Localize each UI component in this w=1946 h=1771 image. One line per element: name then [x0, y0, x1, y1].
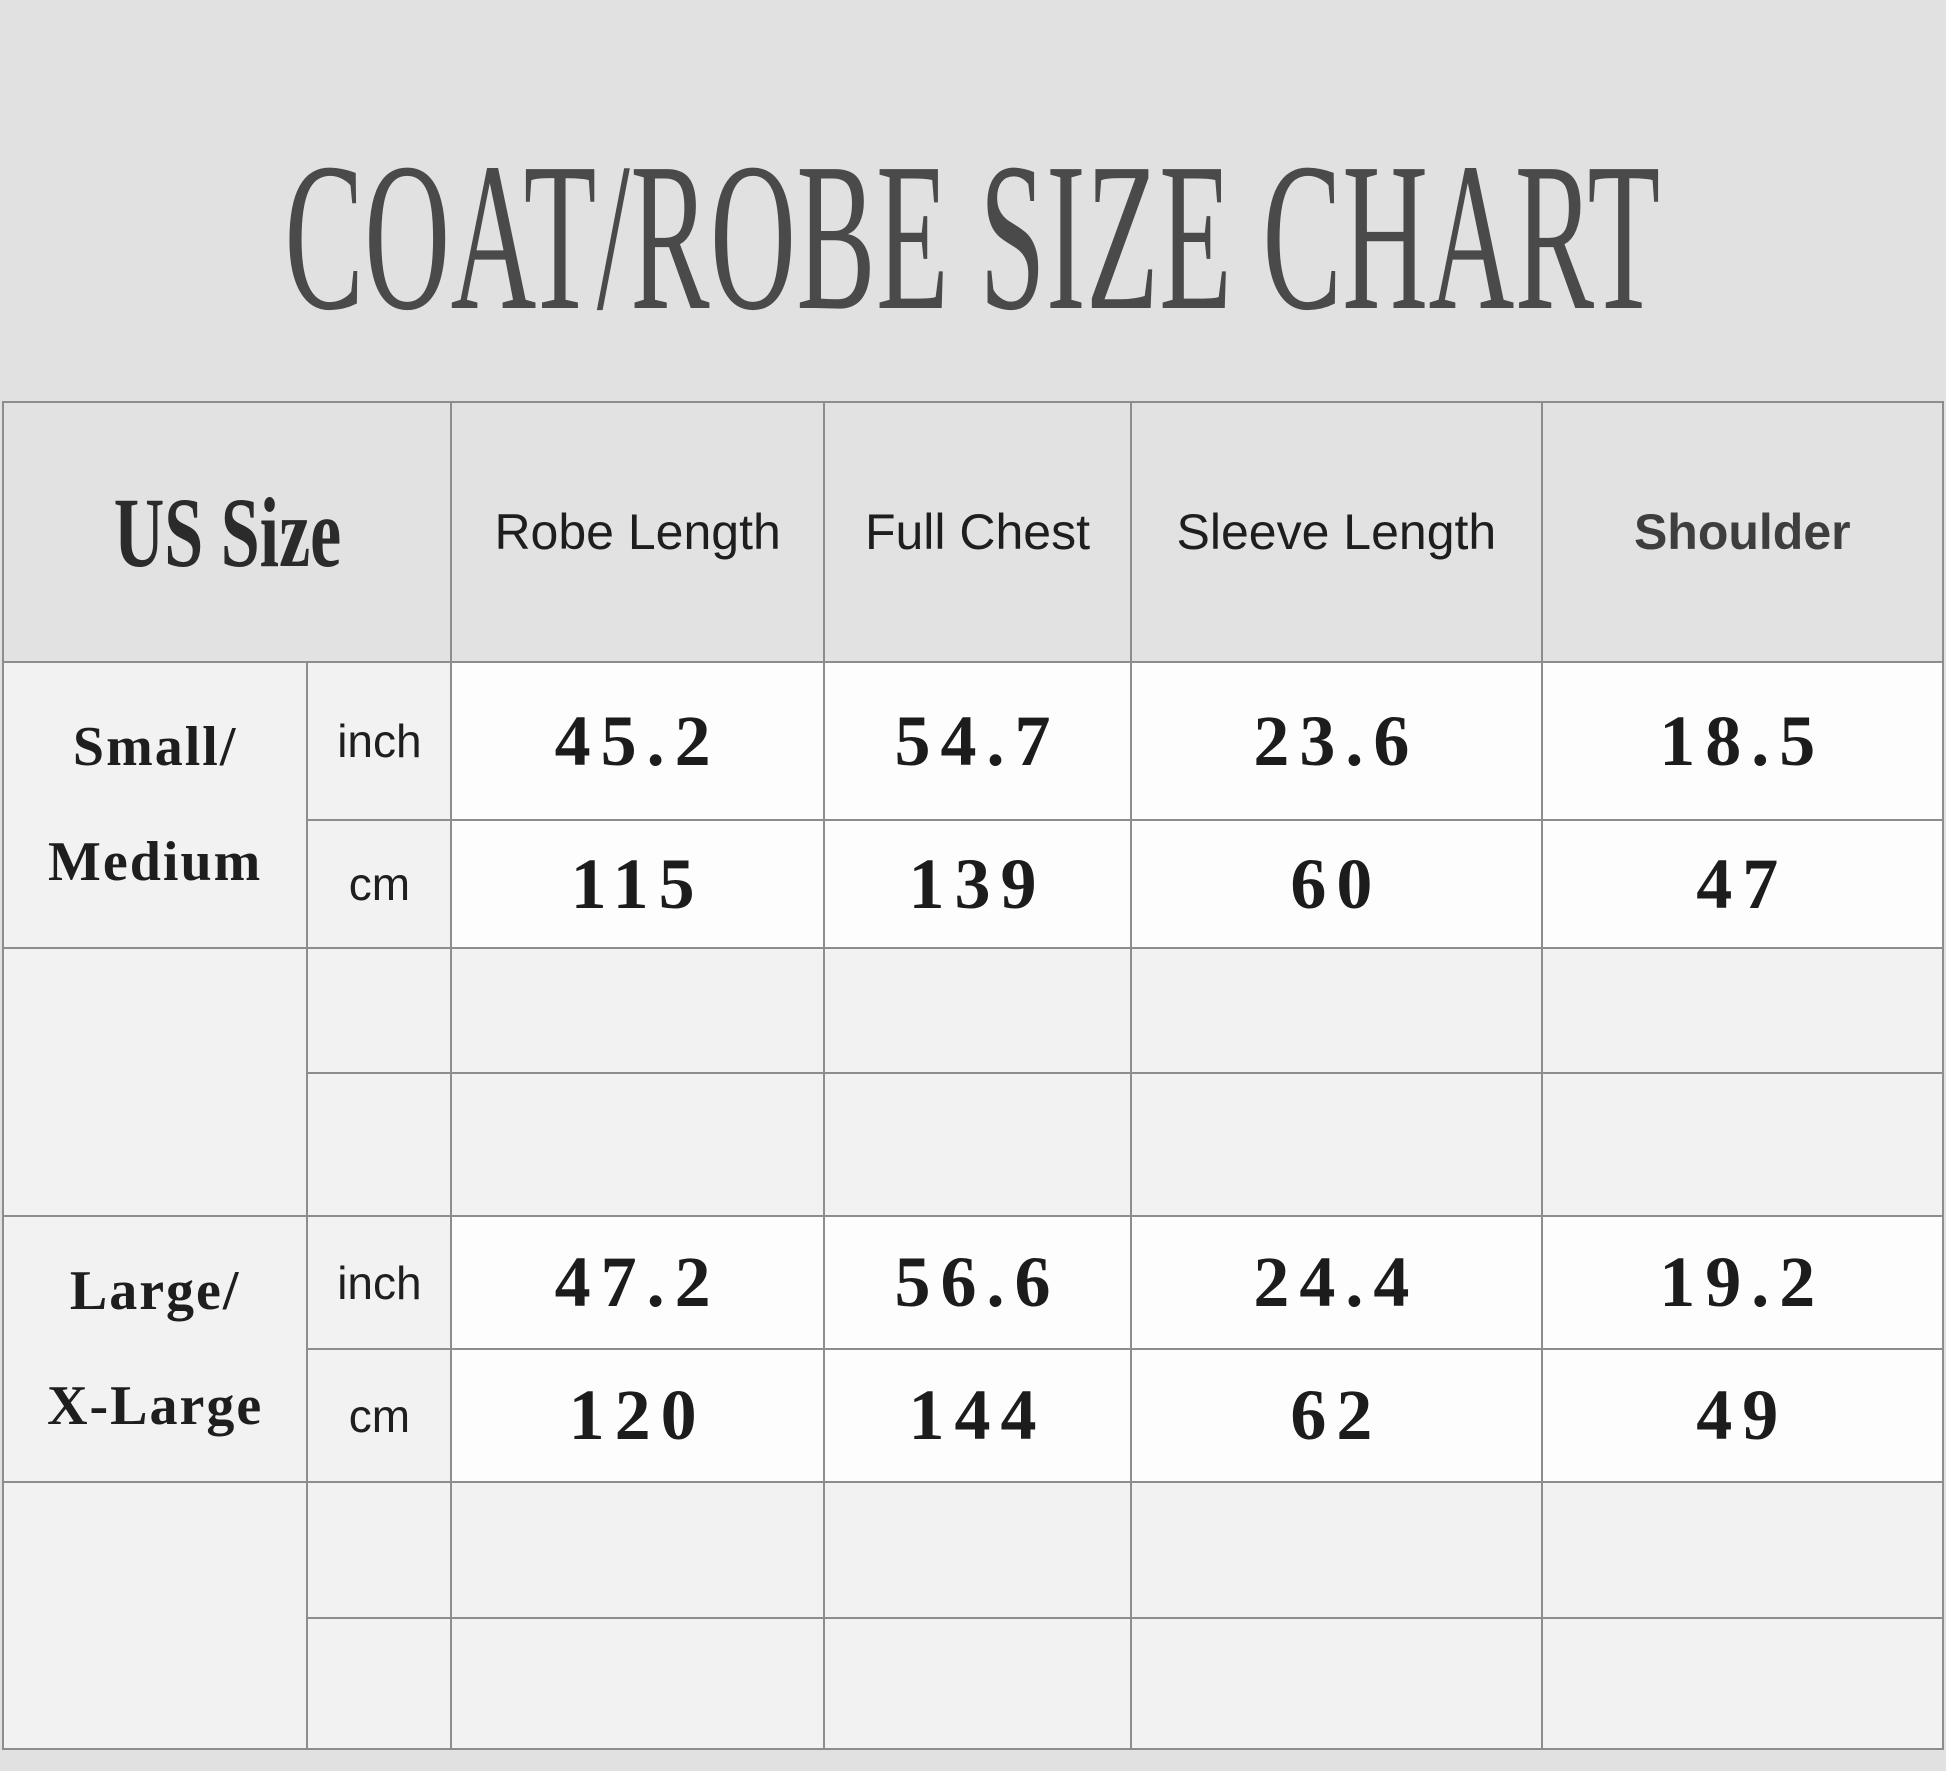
- header-row: US Size Robe Length Full Chest Sleeve Le…: [1, 401, 1945, 663]
- title-band: COAT/ROBE SIZE CHART: [0, 0, 1946, 401]
- value-cell: 47: [1540, 819, 1945, 949]
- value-cell: 24.4: [1130, 1215, 1543, 1350]
- empty-cell: [306, 1072, 453, 1217]
- value-cell: 115: [450, 819, 825, 949]
- unit-label-cell: cm: [306, 1348, 453, 1483]
- value-cell: 18.5: [1540, 661, 1945, 821]
- col-header-robe-length: Robe Length: [450, 401, 825, 663]
- size-label-small-medium: Small/ Medium: [1, 661, 309, 949]
- empty-cell: [822, 1617, 1133, 1750]
- empty-cell: [1540, 947, 1945, 1074]
- empty-row: [1, 947, 1945, 1217]
- size-chart-table: US Size Robe Length Full Chest Sleeve Le…: [1, 401, 1945, 1750]
- table-row-large-xlarge-inch: Large/ X-Large inch 47.2 56.6 24.4 19.2: [1, 1215, 1945, 1483]
- empty-cell: [450, 1481, 825, 1619]
- empty-cell: [306, 947, 453, 1074]
- empty-cell: [1, 947, 309, 1217]
- col-header-sleeve-length: Sleeve Length: [1130, 401, 1543, 663]
- empty-cell: [450, 947, 825, 1074]
- empty-cell: [1130, 1481, 1543, 1619]
- empty-cell: [450, 1072, 825, 1217]
- empty-row: [3, 1617, 1945, 1750]
- us-size-label: US Size: [113, 476, 341, 588]
- value-cell: 139: [822, 819, 1133, 949]
- empty-cell: [1130, 947, 1543, 1074]
- value-cell: 49: [1540, 1348, 1945, 1483]
- table-row-large-xlarge-cm: cm 120 144 62 49: [3, 1348, 1945, 1483]
- empty-cell: [450, 1617, 825, 1750]
- value-cell: 60: [1130, 819, 1543, 949]
- empty-cell: [822, 1481, 1133, 1619]
- col-header-full-chest: Full Chest: [822, 401, 1133, 663]
- value-cell: 45.2: [450, 661, 825, 821]
- value-cell: 23.6: [1130, 661, 1543, 821]
- table-row-small-medium-inch: Small/ Medium inch 45.2 54.7 23.6 18.5: [1, 661, 1945, 949]
- empty-row: [3, 1072, 1945, 1217]
- size-label-line1: Small/: [72, 716, 238, 779]
- empty-cell: [1130, 1617, 1543, 1750]
- empty-cell: [1540, 1617, 1945, 1750]
- value-cell: 56.6: [822, 1215, 1133, 1350]
- unit-label-cell: cm: [306, 819, 453, 949]
- us-size-header-cell: US Size: [1, 401, 453, 663]
- unit-label-cell: inch: [306, 661, 453, 821]
- size-label-line2: Medium: [48, 831, 263, 893]
- value-cell: 62: [1130, 1348, 1543, 1483]
- size-label-large-xlarge: Large/ X-Large: [1, 1215, 309, 1483]
- empty-cell: [1130, 1072, 1543, 1217]
- empty-cell: [1540, 1072, 1945, 1217]
- empty-cell: [306, 1481, 453, 1619]
- empty-cell: [306, 1617, 453, 1750]
- empty-cell: [1540, 1481, 1945, 1619]
- size-label-line2: X-Large: [47, 1375, 264, 1437]
- unit-label-cell: inch: [306, 1215, 453, 1350]
- col-header-shoulder: Shoulder: [1540, 401, 1945, 663]
- empty-cell: [822, 1072, 1133, 1217]
- value-cell: 144: [822, 1348, 1133, 1483]
- table-row-small-medium-cm: cm 115 139 60 47: [3, 819, 1945, 949]
- value-cell: 120: [450, 1348, 825, 1483]
- value-cell: 54.7: [822, 661, 1133, 821]
- empty-cell: [1, 1481, 309, 1750]
- empty-cell: [822, 947, 1133, 1074]
- value-cell: 19.2: [1540, 1215, 1945, 1350]
- size-label-line1: Large/: [69, 1260, 241, 1323]
- value-cell: 47.2: [450, 1215, 825, 1350]
- page-title: COAT/ROBE SIZE CHART: [284, 118, 1662, 354]
- empty-row: [1, 1481, 1945, 1750]
